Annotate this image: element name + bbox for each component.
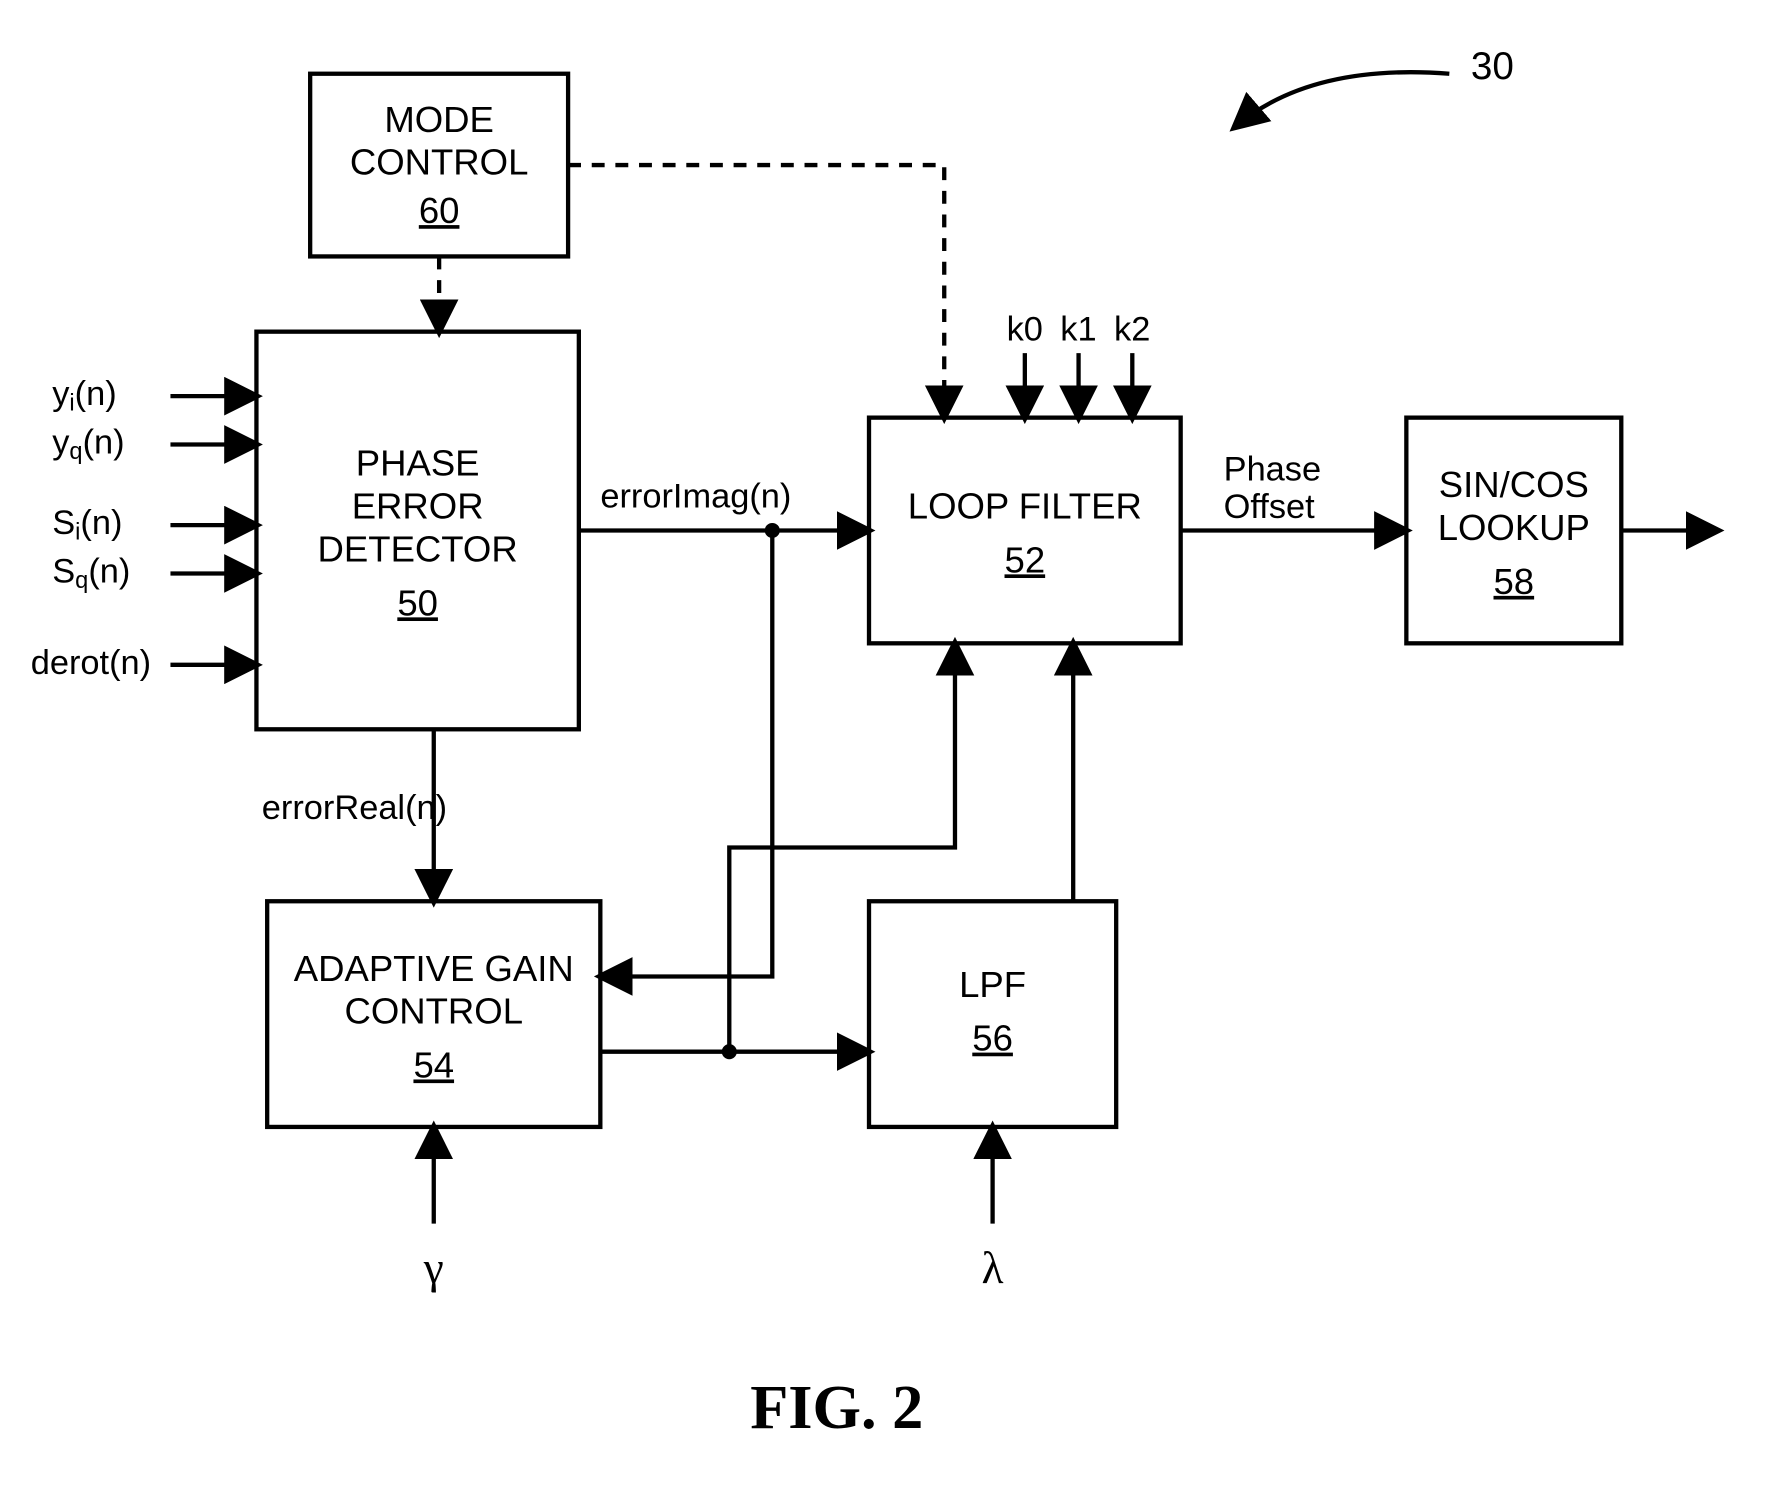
lpf-box (869, 901, 1116, 1127)
k2-label: k2 (1114, 311, 1150, 349)
errorimag-label: errorImag(n) (600, 477, 791, 515)
sincos-label-2: LOOKUP (1438, 507, 1590, 548)
phed-label-1: PHASE (356, 443, 480, 484)
ref30-label: 30 (1471, 45, 1514, 88)
sincos-num: 58 (1494, 561, 1535, 602)
lpf-num: 56 (972, 1018, 1013, 1059)
loop-filter-box (869, 418, 1181, 644)
derot-label: derot(n) (31, 644, 151, 682)
phase-offset-l2: Offset (1224, 488, 1316, 526)
ref30-pointer (1234, 72, 1449, 127)
mode-control-num: 60 (419, 190, 460, 231)
si-label: Si(n) (52, 504, 122, 546)
block-diagram-fig2: MODE CONTROL 60 PHASE ERROR DETECTOR 50 … (20, 20, 1761, 1482)
mode-control-label-1: MODE (384, 99, 494, 140)
yq-label: yq(n) (52, 424, 124, 466)
phed-label-2: ERROR (352, 486, 484, 527)
yi-label: yi(n) (52, 375, 116, 417)
agc-num: 54 (413, 1044, 454, 1085)
modecontrol-to-loopfilter (568, 165, 944, 418)
errorreal-label: errorReal(n) (262, 789, 447, 827)
k0-label: k0 (1007, 311, 1043, 349)
sq-label: Sq(n) (52, 553, 130, 595)
agc-label-1: ADAPTIVE GAIN (294, 948, 574, 989)
loop-filter-label: LOOP FILTER (908, 486, 1142, 527)
phase-offset-l1: Phase (1224, 450, 1321, 488)
agc-label-2: CONTROL (344, 991, 523, 1032)
errorimag-to-agc (600, 530, 772, 976)
sincos-label-1: SIN/COS (1439, 464, 1589, 505)
lpf-label: LPF (959, 964, 1026, 1005)
mode-control-label-2: CONTROL (350, 142, 529, 183)
lambda-label: λ (982, 1243, 1004, 1293)
phed-num: 50 (397, 582, 438, 623)
loop-filter-num: 52 (1005, 539, 1046, 580)
figure-title: FIG. 2 (750, 1373, 923, 1442)
gamma-label: γ (423, 1243, 444, 1293)
phed-label-3: DETECTOR (318, 529, 518, 570)
k1-label: k1 (1060, 311, 1096, 349)
